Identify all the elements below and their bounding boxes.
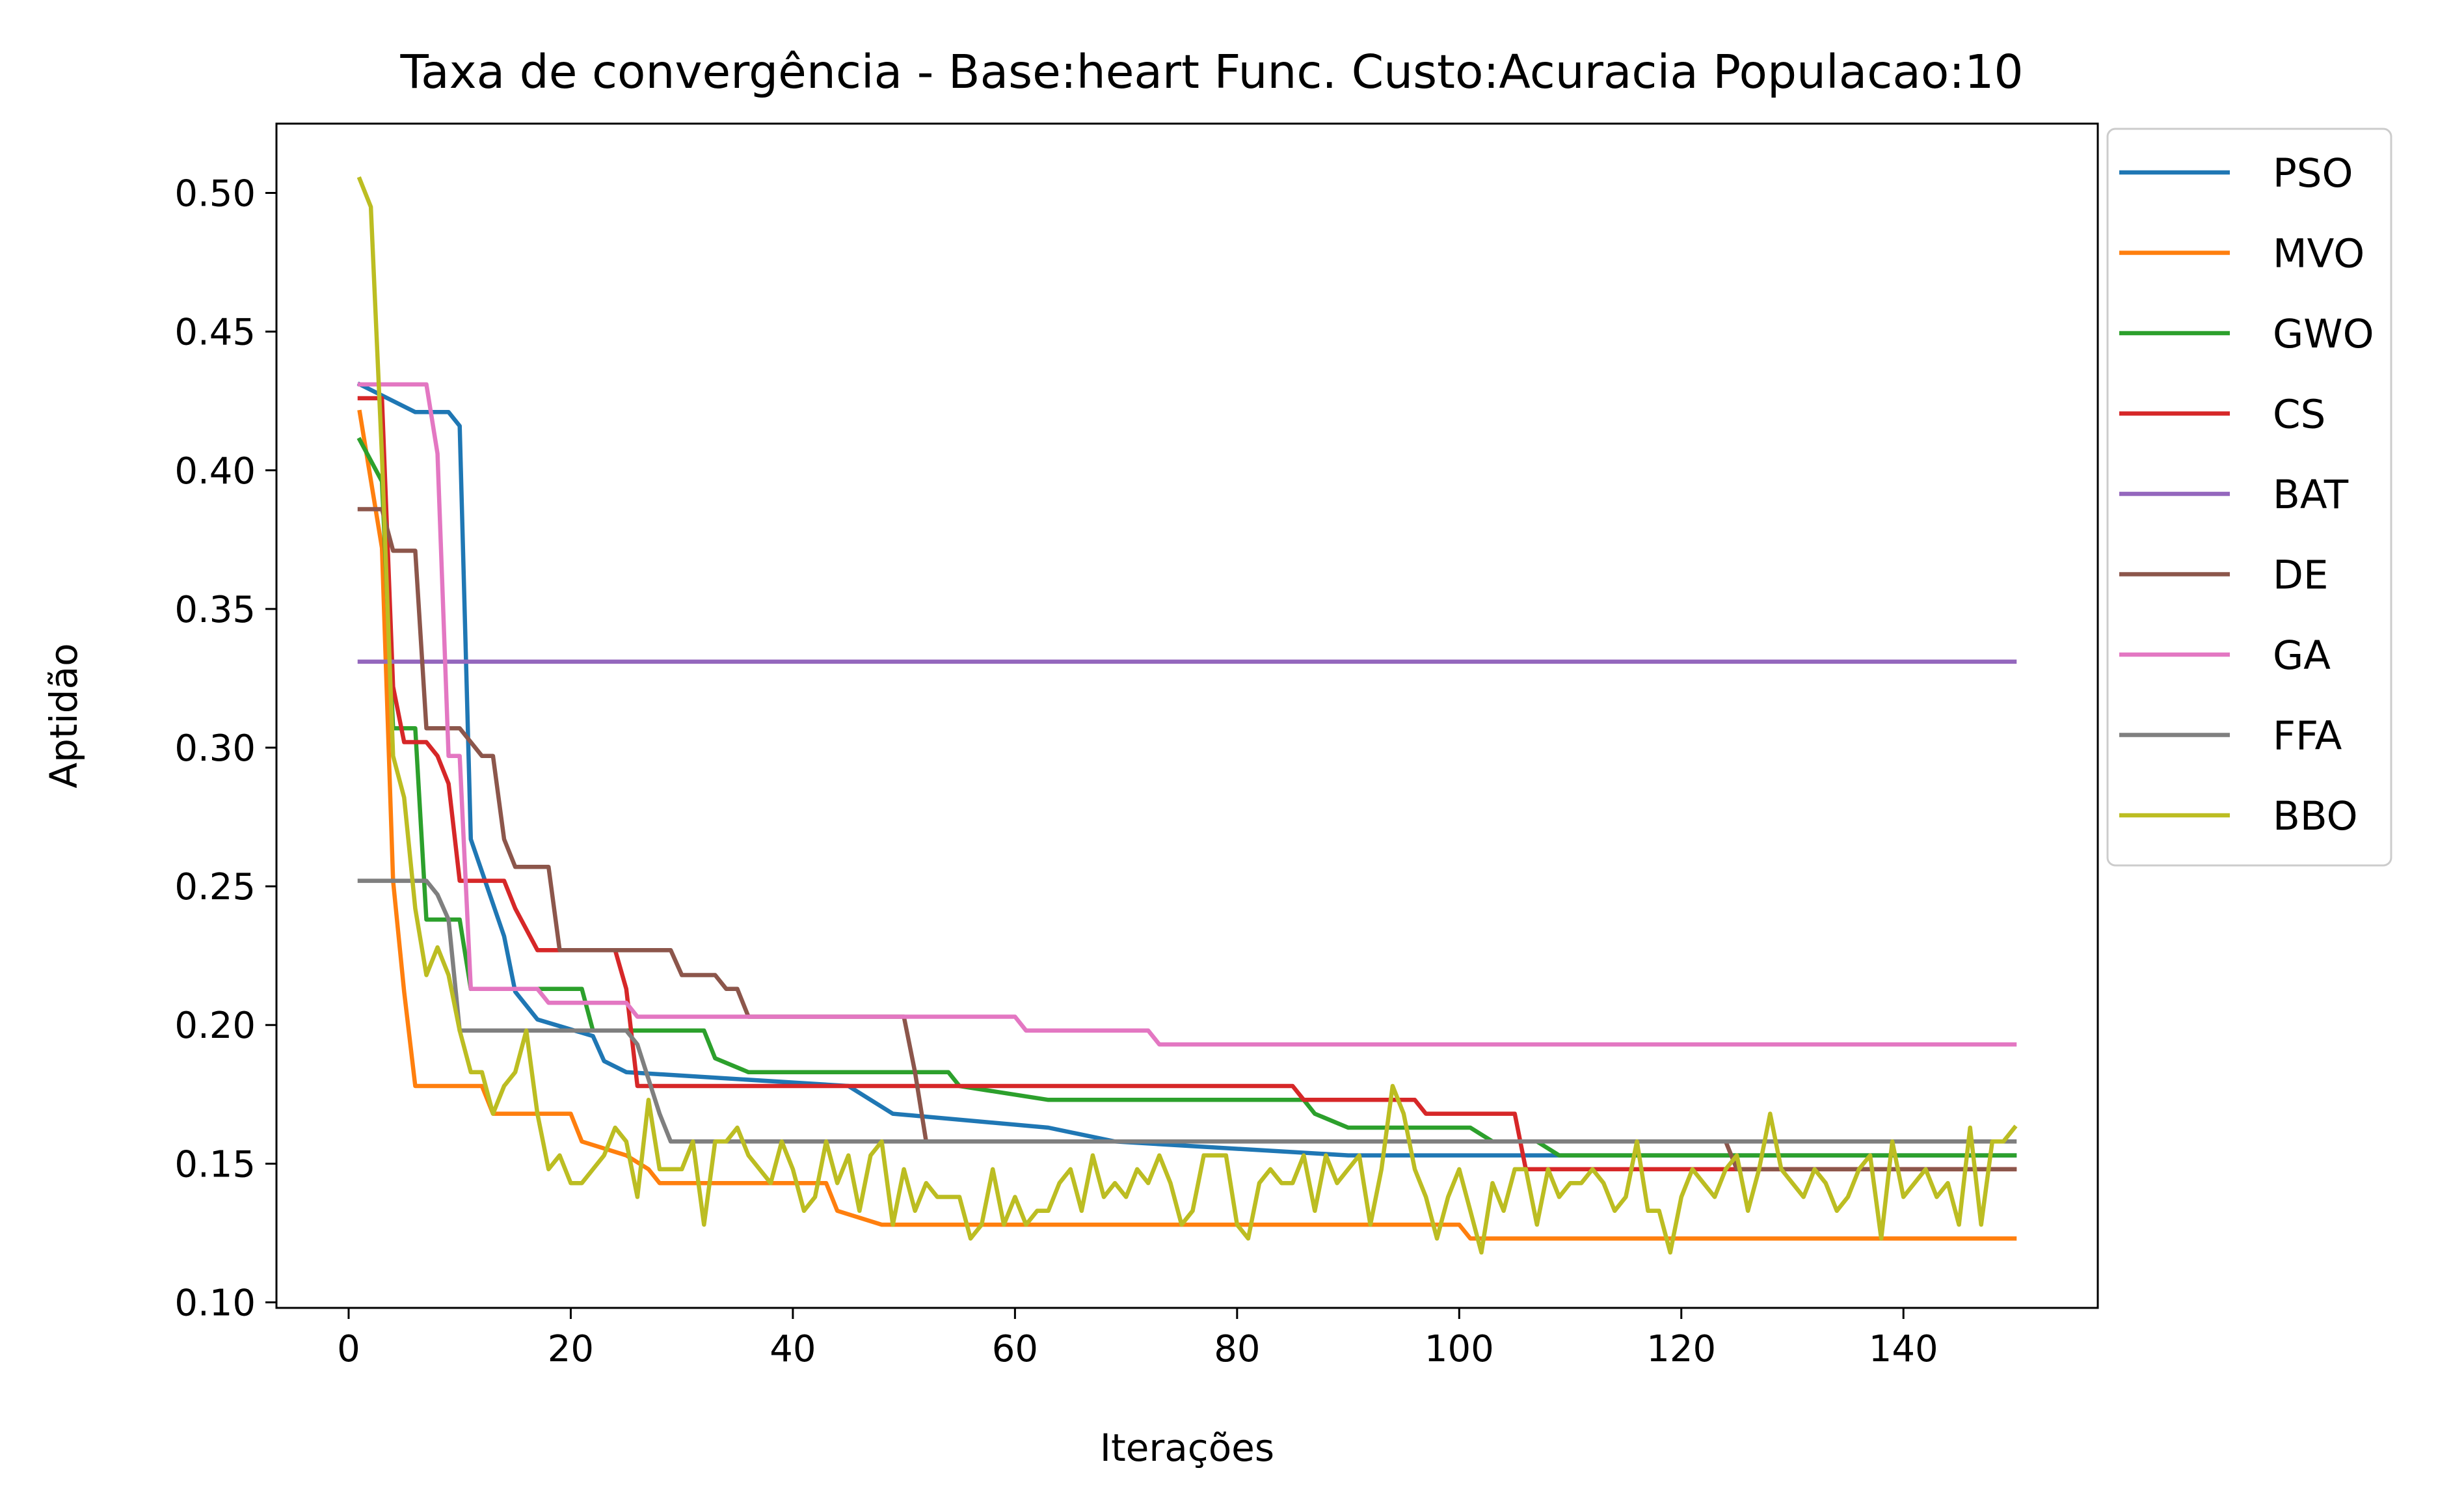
y-tick-label: 0.35 <box>174 589 256 631</box>
y-tick-label: 0.50 <box>174 173 256 215</box>
legend-label-bat: BAT <box>2273 472 2349 518</box>
series-line-mvo <box>357 409 2017 1241</box>
series-line-bbo <box>356 176 2018 1255</box>
legend-label-ffa: FFA <box>2273 713 2342 759</box>
legend-entries: PSO MVO GWO CS BAT DE GA FFA BBO <box>2119 150 2374 839</box>
legend-label-pso: PSO <box>2273 150 2353 197</box>
x-tick-label: 80 <box>1214 1328 1260 1370</box>
plot-frame <box>275 122 2099 1309</box>
legend-label-de: DE <box>2273 552 2329 599</box>
x-tick-label: 100 <box>1425 1328 1494 1370</box>
x-tick-label: 120 <box>1646 1328 1716 1370</box>
legend-label-bbo: BBO <box>2273 793 2358 839</box>
series-line-de <box>357 507 2017 1172</box>
y-tick-label: 0.10 <box>174 1282 256 1324</box>
x-tick-label: 0 <box>337 1328 360 1370</box>
legend-label-ga: GA <box>2273 632 2331 679</box>
plot-area <box>275 122 2099 1309</box>
chart-title: Taxa de convergência - Base:heart Func. … <box>399 45 2023 99</box>
series-line-ga <box>357 382 2017 1047</box>
x-axis-label: Iterações <box>1100 1426 1274 1470</box>
legend-label-gwo: GWO <box>2273 311 2374 357</box>
series-line-gwo <box>356 437 2017 1158</box>
series-line-ffa <box>357 878 2017 1144</box>
legend-label-cs: CS <box>2273 392 2325 438</box>
y-tick-label: 0.20 <box>174 1005 256 1047</box>
y-axis-label: Aptidão <box>42 643 86 788</box>
y-tick-label: 0.30 <box>174 727 256 770</box>
x-tick-label: 20 <box>548 1328 594 1370</box>
legend-label-mvo: MVO <box>2273 231 2364 277</box>
y-tick-label: 0.40 <box>174 450 256 493</box>
series-layer <box>356 176 2018 1255</box>
y-tick-label: 0.15 <box>174 1143 256 1186</box>
legend-box <box>2106 128 2392 867</box>
y-tick-label: 0.25 <box>174 866 256 908</box>
series-line-pso <box>356 381 2017 1158</box>
y-axis: 0.10 0.15 0.20 0.25 0.30 0.35 0.40 0.45 0.50 <box>174 173 276 1324</box>
x-tick-label: 60 <box>992 1328 1038 1370</box>
legend: PSO MVO GWO CS BAT DE GA FFA BBO <box>2106 128 2392 867</box>
x-tick-label: 140 <box>1869 1328 1938 1370</box>
x-tick-label: 40 <box>770 1328 816 1370</box>
x-axis: 0 20 40 60 80 100 120 140 <box>337 1308 1938 1370</box>
y-tick-label: 0.45 <box>174 312 256 354</box>
series-line-cs <box>357 396 2017 1172</box>
